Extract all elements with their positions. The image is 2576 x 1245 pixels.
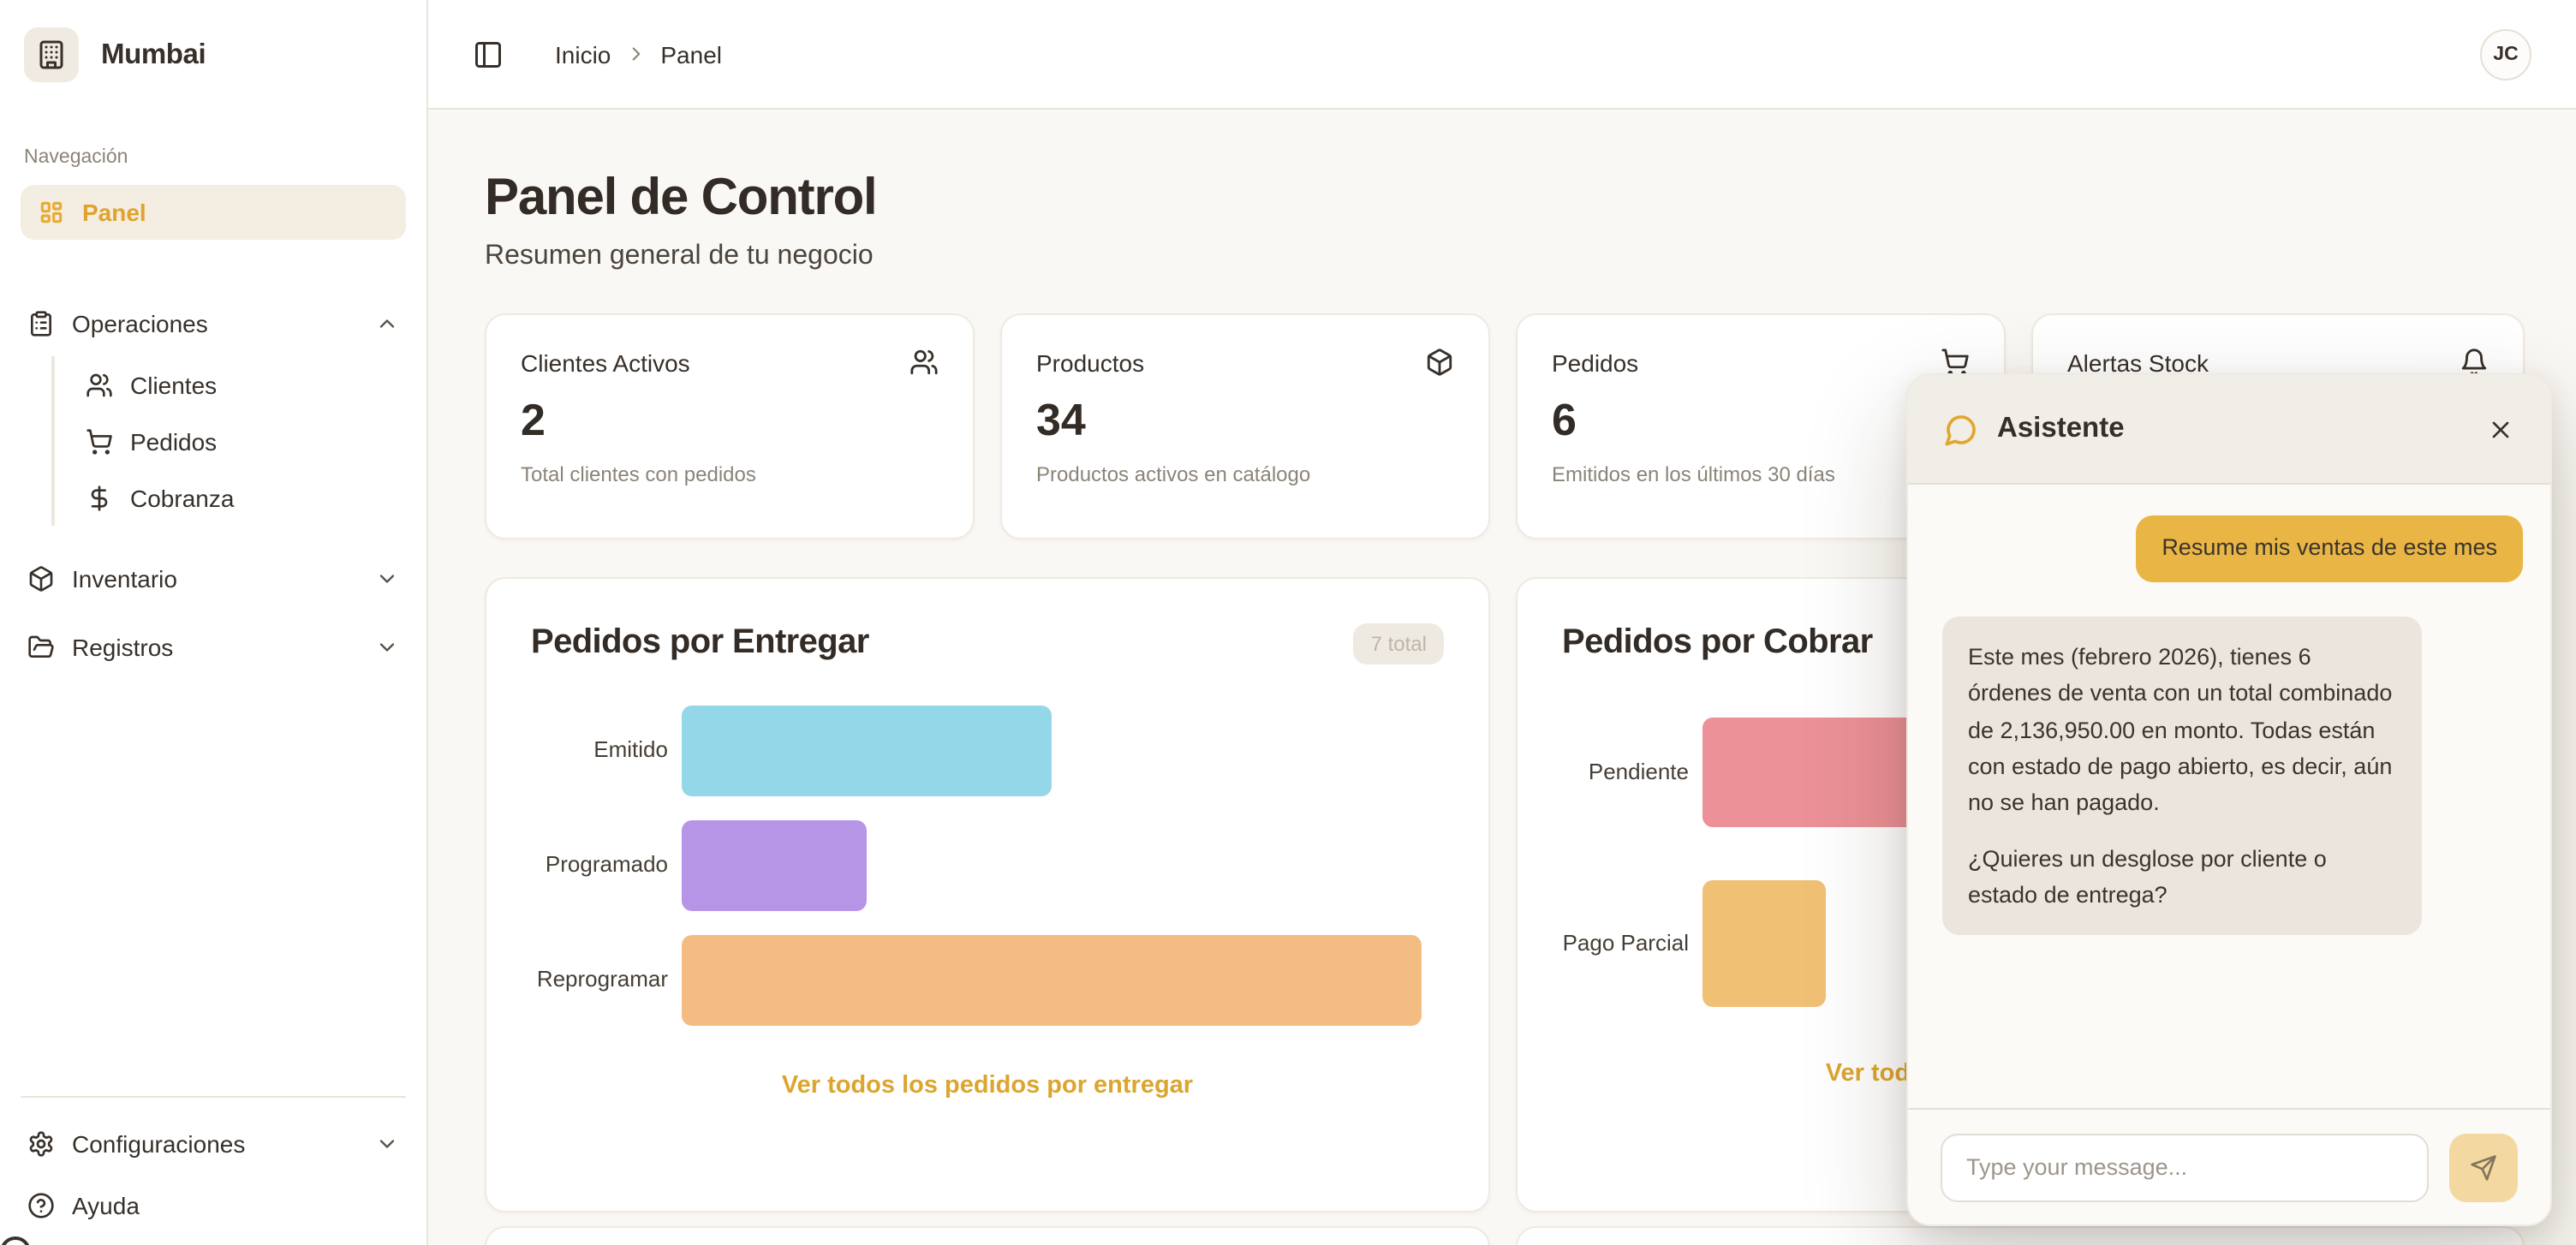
assistant-reply-paragraph: ¿Quieres un desglose por cliente o estad… — [1968, 845, 2327, 908]
sidebar-item-label: Panel — [82, 199, 146, 226]
chevron-up-icon — [375, 312, 399, 336]
sidebar-group-label: Configuraciones — [72, 1130, 246, 1158]
send-button[interactable] — [2449, 1133, 2518, 1201]
send-icon — [2471, 1154, 2496, 1180]
brand: Mumbai — [21, 24, 406, 86]
gear-icon — [29, 1131, 53, 1157]
chart-total-badge: 7 total — [1353, 623, 1444, 664]
bar-emitido — [682, 706, 1052, 796]
bar-label: Emitido — [593, 736, 668, 763]
partial-card — [485, 1226, 1490, 1245]
breadcrumb-home[interactable]: Inicio — [555, 40, 611, 68]
folder-open-icon — [28, 635, 54, 658]
avatar[interactable]: JC — [2480, 28, 2531, 80]
topbar: Inicio Panel JC — [428, 0, 2576, 110]
building-icon — [24, 27, 79, 82]
sidebar-item-label: Ayuda — [72, 1192, 140, 1219]
chevron-down-icon — [375, 1132, 399, 1156]
stat-desc: Emitidos en los últimos 30 días — [1552, 462, 1835, 486]
assistant-message-bubble: Este mes (febrero 2026), tienes 6 órdene… — [1942, 616, 2422, 936]
bar-row: Reprogramar — [531, 935, 1444, 1026]
bar-row: Emitido — [531, 706, 1444, 796]
chart-pedidos-por-entregar: Pedidos por Entregar 7 total Emitido Pro… — [485, 577, 1490, 1212]
chevron-down-icon — [375, 567, 399, 591]
sidebar-group-configuraciones[interactable]: Configuraciones — [21, 1115, 406, 1173]
bar-label: Programado — [545, 851, 668, 878]
chevron-down-icon — [375, 635, 399, 659]
nav-section-label: Navegación — [24, 147, 128, 168]
stat-card-clientes-activos: Clientes Activos 2 Total clientes con pe… — [485, 313, 975, 539]
chat-bubble-icon — [1944, 412, 1978, 446]
breadcrumb-current: Panel — [660, 40, 722, 68]
sidebar-footer: Configuraciones Ayuda — [21, 1096, 406, 1245]
clipboard-icon — [31, 311, 51, 337]
sidebar-group-registros[interactable]: Registros — [21, 618, 406, 676]
sidebar-subnav-operaciones: Clientes Pedidos Cobranza — [51, 356, 406, 526]
users-icon — [86, 372, 112, 396]
bar-label: Reprogramar — [536, 966, 668, 992]
dashboard-icon — [40, 201, 63, 223]
users-icon — [910, 349, 938, 375]
stat-value: 34 — [1036, 394, 1086, 445]
sidebar-group-label: Registros — [72, 634, 174, 661]
help-circle-icon — [28, 1193, 54, 1218]
stat-desc: Total clientes con pedidos — [521, 462, 756, 486]
bar-row: Pago Parcial — [1562, 880, 2478, 1007]
bar-reprogramar — [682, 935, 1422, 1026]
sidebar-item-label: Pedidos — [130, 427, 218, 455]
sidebar-item-ayuda[interactable]: Ayuda — [21, 1176, 406, 1235]
chart-title: Pedidos por Entregar — [531, 623, 869, 661]
bell-icon — [2461, 348, 2487, 376]
bar-pago-parcial — [1702, 880, 1826, 1007]
breadcrumb: Inicio Panel — [555, 40, 722, 68]
page-subtitle: Resumen general de tu negocio — [485, 241, 874, 271]
sidebar-item-label: Clientes — [130, 371, 218, 398]
bottom-cards-row — [485, 1226, 2525, 1245]
app-name: Mumbai — [101, 39, 206, 69]
package-icon — [29, 566, 53, 592]
chevron-right-icon — [624, 43, 647, 65]
stat-value: 2 — [521, 394, 546, 445]
view-all-entregar-link[interactable]: Ver todos los pedidos por entregar — [781, 1072, 1194, 1099]
sidebar-item-cobranza[interactable]: Cobranza — [79, 469, 406, 526]
close-icon[interactable] — [2487, 415, 2514, 443]
page-title: Panel de Control — [485, 170, 878, 226]
bar-label: Pendiente — [1588, 758, 1689, 784]
assistant-title: Asistente — [1997, 413, 2125, 444]
sidebar-item-pedidos[interactable]: Pedidos — [79, 413, 406, 469]
assistant-input-bar — [1908, 1108, 2550, 1224]
assistant-reply-paragraph: Este mes (febrero 2026), tienes 6 órdene… — [1968, 643, 2393, 816]
sidebar-toggle-icon[interactable] — [473, 39, 504, 69]
stat-label: Pedidos — [1552, 348, 1639, 376]
sidebar-group-operaciones[interactable]: Operaciones — [21, 295, 406, 353]
sidebar-item-label: Cobranza — [130, 484, 235, 511]
sidebar: Mumbai Navegación Panel Operaciones Clie… — [0, 0, 428, 1245]
stat-desc: Productos activos en catálogo — [1036, 462, 1311, 486]
cart-icon — [1941, 348, 1969, 376]
assistant-panel: Asistente Resume mis ventas de este mes … — [1906, 373, 2552, 1226]
sidebar-item-panel[interactable]: Panel — [21, 185, 406, 240]
sidebar-group-inventario[interactable]: Inventario — [21, 550, 406, 608]
cart-icon — [86, 428, 112, 454]
stat-value: 6 — [1552, 394, 1577, 445]
bar-row: Programado — [531, 820, 1444, 911]
bar-label: Pago Parcial — [1562, 929, 1689, 956]
assistant-messages: Resume mis ventas de este mes Este mes (… — [1908, 485, 2550, 1108]
stat-label: Alertas Stock — [2067, 348, 2209, 376]
sidebar-group-label: Operaciones — [72, 310, 208, 337]
stat-label: Clientes Activos — [521, 348, 690, 376]
chart-title: Pedidos por Cobrar — [1562, 623, 1873, 661]
user-message-bubble: Resume mis ventas de este mes — [2136, 515, 2523, 582]
package-icon — [1427, 348, 1452, 376]
assistant-header: Asistente — [1908, 375, 2550, 485]
sidebar-group-label: Inventario — [72, 565, 177, 593]
sidebar-item-clientes[interactable]: Clientes — [79, 356, 406, 413]
bar-programado — [682, 820, 867, 911]
partial-card — [1516, 1226, 2525, 1245]
dollar-icon — [91, 485, 108, 510]
chat-input[interactable] — [1941, 1133, 2429, 1201]
stat-card-productos: Productos 34 Productos activos en catálo… — [1000, 313, 1490, 539]
stat-label: Productos — [1036, 348, 1145, 376]
